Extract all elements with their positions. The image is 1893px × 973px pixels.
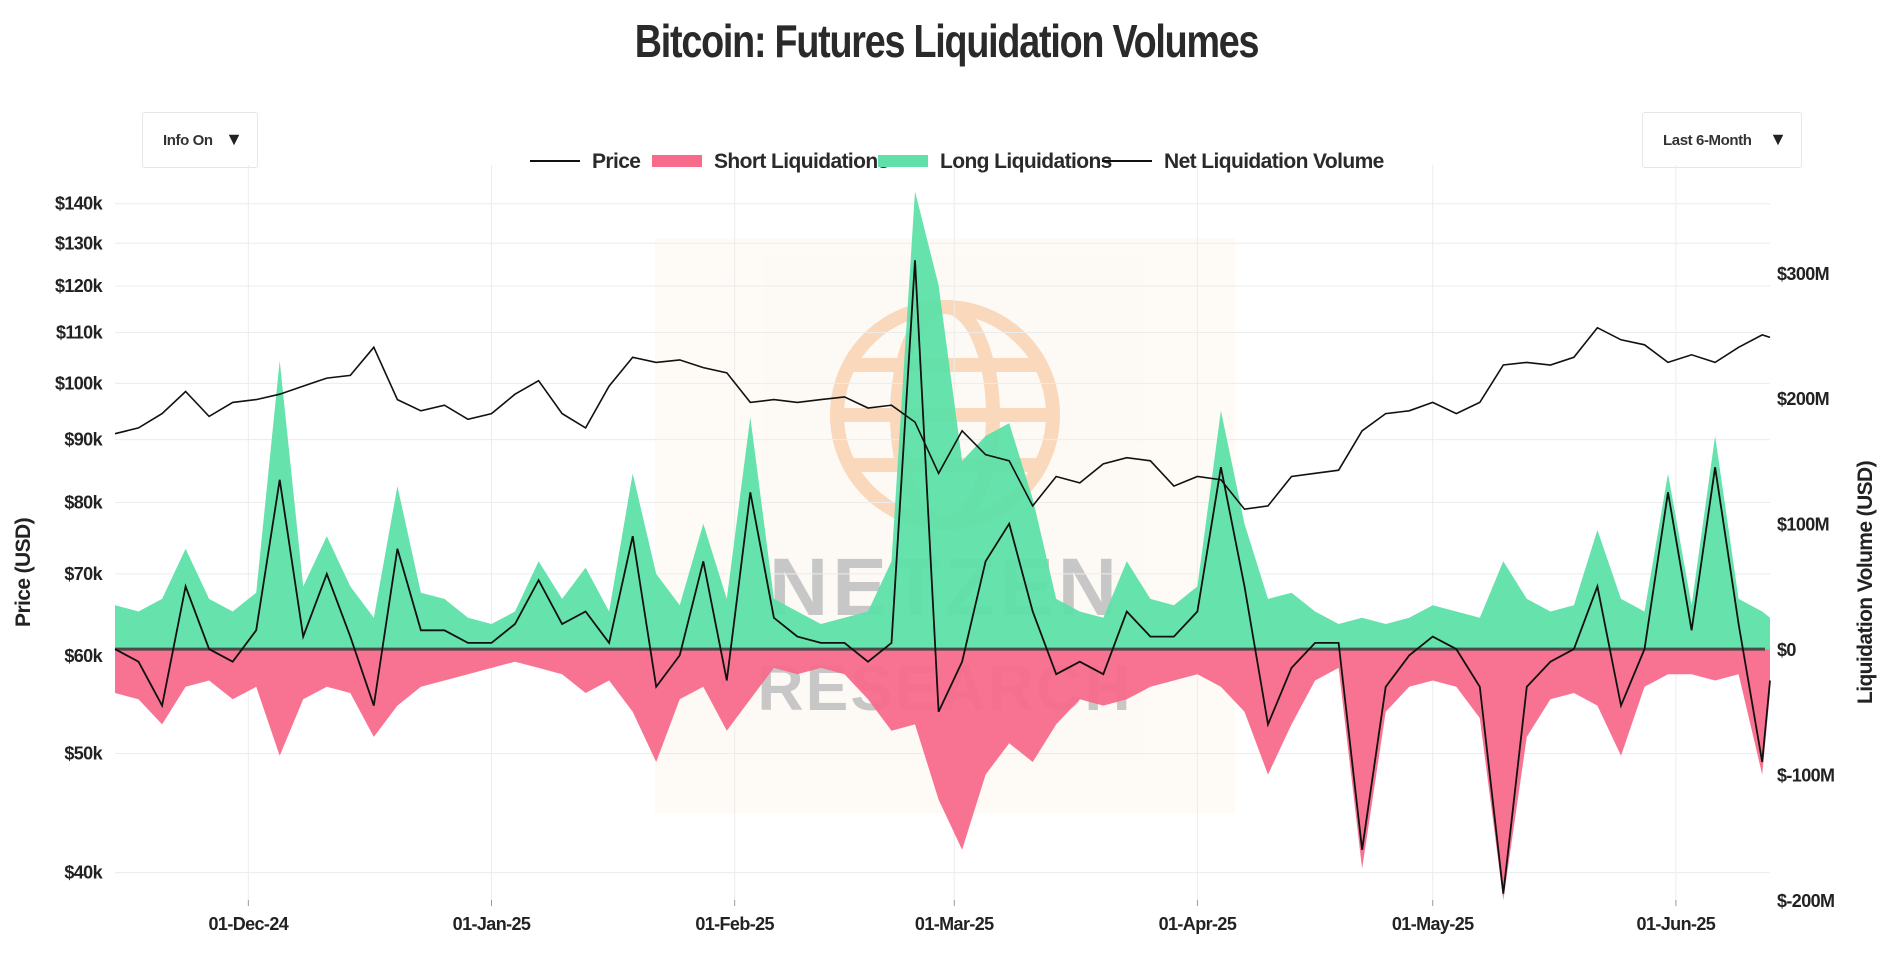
y-left-tick-label: $70k bbox=[64, 564, 103, 584]
y-right-tick-label: $300M bbox=[1777, 264, 1829, 284]
y-left-tick-label: $140k bbox=[55, 194, 104, 214]
legend-item: Price bbox=[530, 150, 641, 173]
x-tick-label: 01-Apr-25 bbox=[1159, 914, 1237, 934]
legend-label: Price bbox=[592, 150, 640, 173]
caret-down-icon: ▼ bbox=[225, 129, 243, 149]
caret-down-icon: ▼ bbox=[1769, 129, 1787, 149]
liquidation-areas bbox=[115, 191, 1770, 900]
y-right-axis-title: Liquidation Volume (USD) bbox=[1854, 461, 1877, 704]
x-tick-label: 01-Feb-25 bbox=[695, 914, 774, 934]
axes: $40k $50k $60k $70k $80k $90k $100k $110k $120k $… bbox=[12, 194, 1877, 934]
chart-title: Bitcoin: Futures Liquidation Volumes bbox=[634, 15, 1260, 67]
x-tick-label: 01-May-25 bbox=[1392, 914, 1474, 934]
legend-label: Short Liquidations bbox=[714, 150, 889, 173]
net-liquidation-line bbox=[114, 260, 1771, 894]
series-lines bbox=[114, 260, 1771, 894]
y-left-tick-label: $110k bbox=[56, 322, 104, 342]
price-line bbox=[114, 326, 1771, 511]
y-left-tick-label: $90k bbox=[64, 430, 103, 450]
time-range-dropdown[interactable]: Last 6-Month ▼ bbox=[1642, 112, 1802, 168]
y-right-tick-label: $-200M bbox=[1777, 891, 1834, 911]
y-right-tick-label: $100M bbox=[1777, 515, 1829, 535]
legend-item: Net Liquidation Volume bbox=[1102, 150, 1384, 173]
y-left-tick-label: $100k bbox=[55, 373, 104, 393]
legend-label: Net Liquidation Volume bbox=[1164, 150, 1384, 173]
info-toggle-dropdown[interactable]: Info On ▼ bbox=[142, 112, 258, 168]
time-range-label: Last 6-Month bbox=[1663, 131, 1752, 149]
legend-label: Long Liquidations bbox=[940, 150, 1112, 173]
legend-swatch-box bbox=[878, 155, 928, 167]
y-left-tick-label: $50k bbox=[64, 743, 103, 763]
y-right-tick-label: $200M bbox=[1777, 389, 1829, 409]
legend-swatch-box bbox=[652, 155, 702, 167]
long-liquidations-area bbox=[115, 191, 1770, 650]
y-left-tick-label: $130k bbox=[55, 233, 104, 253]
y-left-tick-label: $80k bbox=[64, 493, 103, 513]
legend-item: Long Liquidations bbox=[878, 150, 1112, 173]
legend: Price Short Liquidations Long Liquidations… bbox=[530, 150, 1384, 173]
y-right-tick-label: $0 bbox=[1777, 640, 1796, 660]
y-left-tick-label: $120k bbox=[55, 276, 104, 296]
legend-item: Short Liquidations bbox=[652, 150, 889, 173]
y-left-axis-title: Price (USD) bbox=[12, 518, 35, 627]
y-left-tick-label: $60k bbox=[64, 646, 103, 666]
y-right-tick-label: $-100M bbox=[1777, 766, 1834, 786]
x-tick-label: 01-Jun-25 bbox=[1637, 914, 1716, 934]
x-tick-label: 01-Mar-25 bbox=[915, 914, 994, 934]
short-liquidations-area bbox=[115, 649, 1770, 900]
x-tick-label: 01-Dec-24 bbox=[209, 914, 289, 934]
y-left-tick-label: $40k bbox=[64, 863, 103, 883]
info-toggle-label: Info On bbox=[163, 131, 213, 149]
x-tick-label: 01-Jan-25 bbox=[453, 914, 531, 934]
